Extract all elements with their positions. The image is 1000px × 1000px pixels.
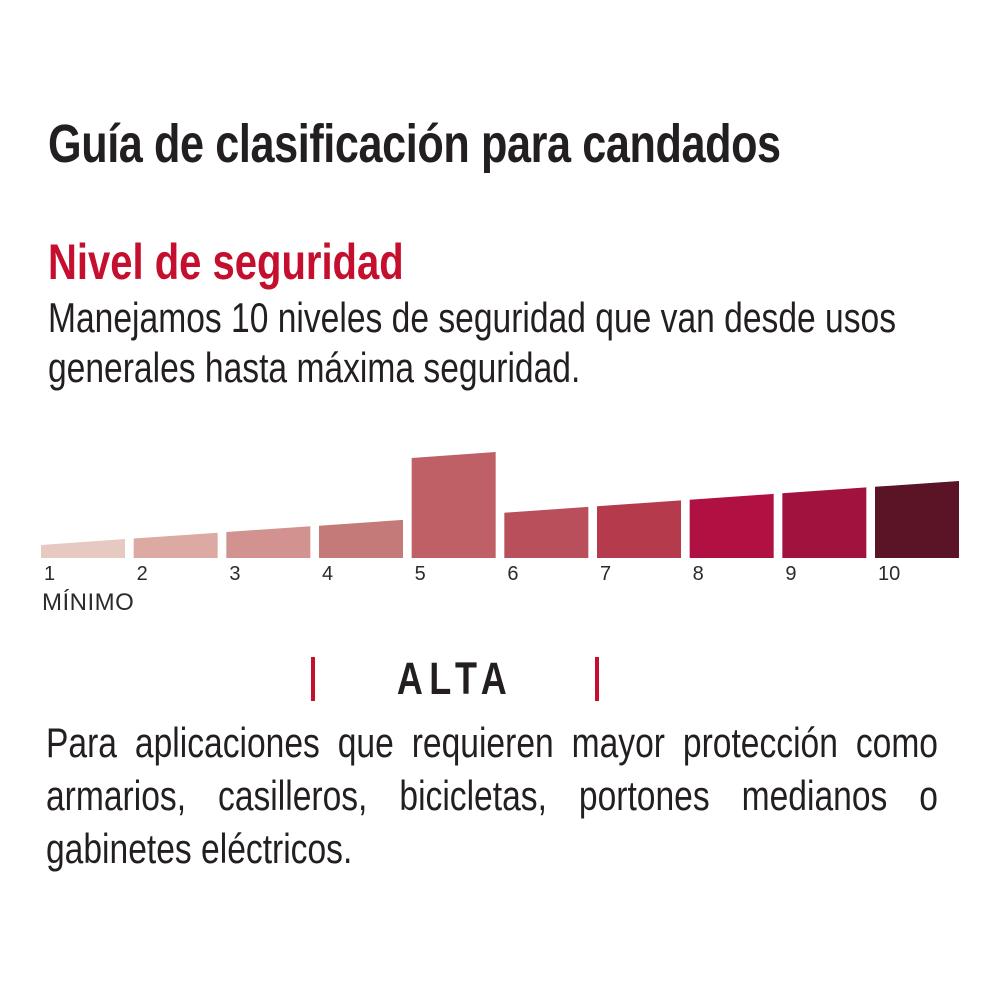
description-line-1: Para aplicaciones que requieren mayor pr… [46, 719, 938, 766]
chart-axis-label-4: 4 [322, 563, 333, 585]
page-title: Guía de clasificación para candados [48, 114, 781, 174]
section-heading-security-level: Nivel de seguridad [48, 234, 404, 290]
chart-axis-label-6: 6 [507, 563, 518, 585]
range-tick-left-icon [311, 657, 315, 701]
description-line-2: armarios, casilleros, bicicletas, porton… [46, 772, 938, 819]
chart-bar-level-1 [41, 539, 125, 558]
chart-axis-label-10: 10 [878, 563, 900, 585]
chart-axis-label-1: 1 [44, 563, 55, 585]
intro-line-2: generales hasta máxima seguridad. [48, 344, 581, 391]
section-description: Para aplicaciones que requieren mayor pr… [46, 716, 938, 875]
chart-min-label: MÍNIMO [42, 589, 134, 616]
chart-bar-level-2 [133, 532, 218, 558]
chart-axis-label-5: 5 [415, 563, 426, 585]
chart-bar-level-6 [504, 506, 589, 558]
chart-axis-label-8: 8 [693, 563, 704, 585]
chart-bar-level-5 [411, 452, 496, 558]
chart-bar-level-7 [597, 500, 681, 558]
range-label-alta: ALTA [396, 653, 514, 704]
chart-bar-level-4 [319, 519, 403, 558]
chart-axis-label-2: 2 [137, 563, 148, 585]
chart-axis-label-7: 7 [600, 563, 611, 585]
chart-bar-level-3 [226, 526, 311, 558]
chart-bar-level-8 [689, 493, 774, 558]
security-level-chart: 1 2 3 4 5 6 7 8 9 10 MÍNIMO [41, 440, 959, 620]
intro-line-1: Manejamos 10 niveles de seguridad que va… [48, 294, 897, 341]
chart-axis-label-9: 9 [785, 563, 796, 585]
chart-bar-level-9 [782, 487, 867, 558]
chart-axis-label-3: 3 [229, 563, 240, 585]
range-indicator: ALTA [311, 653, 599, 704]
description-line-3: gabinetes eléctricos. [46, 825, 353, 872]
range-tick-right-icon [595, 657, 599, 701]
section-intro: Manejamos 10 niveles de seguridad que va… [48, 293, 896, 393]
chart-bar-level-10 [875, 481, 959, 558]
